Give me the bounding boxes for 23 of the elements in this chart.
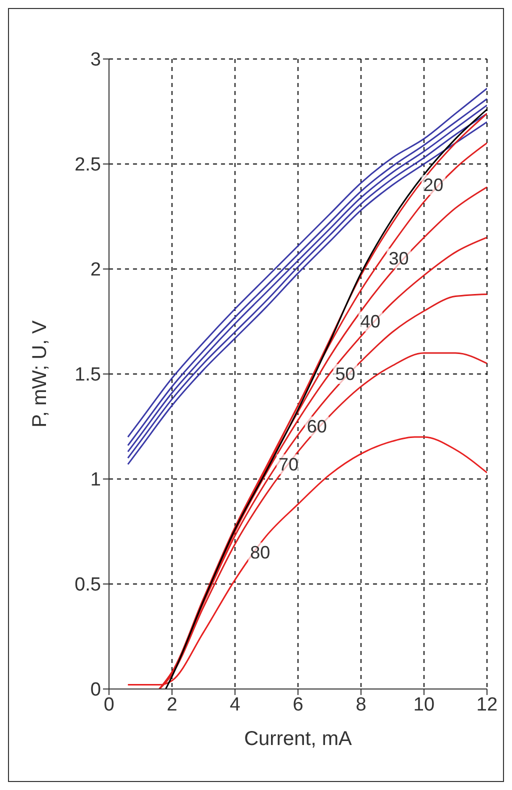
y-tick-label: 0	[90, 680, 101, 701]
annotation: 40	[360, 312, 380, 332]
y-tick-label: 1.5	[74, 364, 101, 386]
x-tick-label: 4	[230, 694, 241, 716]
x-tick-label: 10	[413, 694, 435, 716]
annotation: 60	[306, 416, 327, 436]
y-tick-label: 3	[90, 50, 101, 71]
x-tick-label: 0	[104, 694, 114, 716]
y-tick-label: 2	[90, 260, 101, 281]
annotation: 80	[250, 542, 270, 562]
y-tick-label: 2.5	[74, 154, 101, 176]
x-tick-label: 6	[292, 694, 304, 716]
annotation: 30	[388, 248, 409, 268]
x-tick-label: 2	[166, 694, 178, 716]
y-tick-label: 0.5	[74, 574, 101, 596]
annotation: 70	[278, 454, 299, 474]
y-axis-title: P, mW; U, V	[29, 320, 52, 428]
x-tick-label: 12	[476, 694, 498, 716]
x-axis-title: Current, mA	[244, 728, 353, 750]
annotation: 50	[335, 364, 356, 384]
annotation: 20	[423, 175, 444, 195]
y-tick-label: 1	[90, 470, 101, 491]
x-tick-label: 8	[356, 694, 366, 716]
